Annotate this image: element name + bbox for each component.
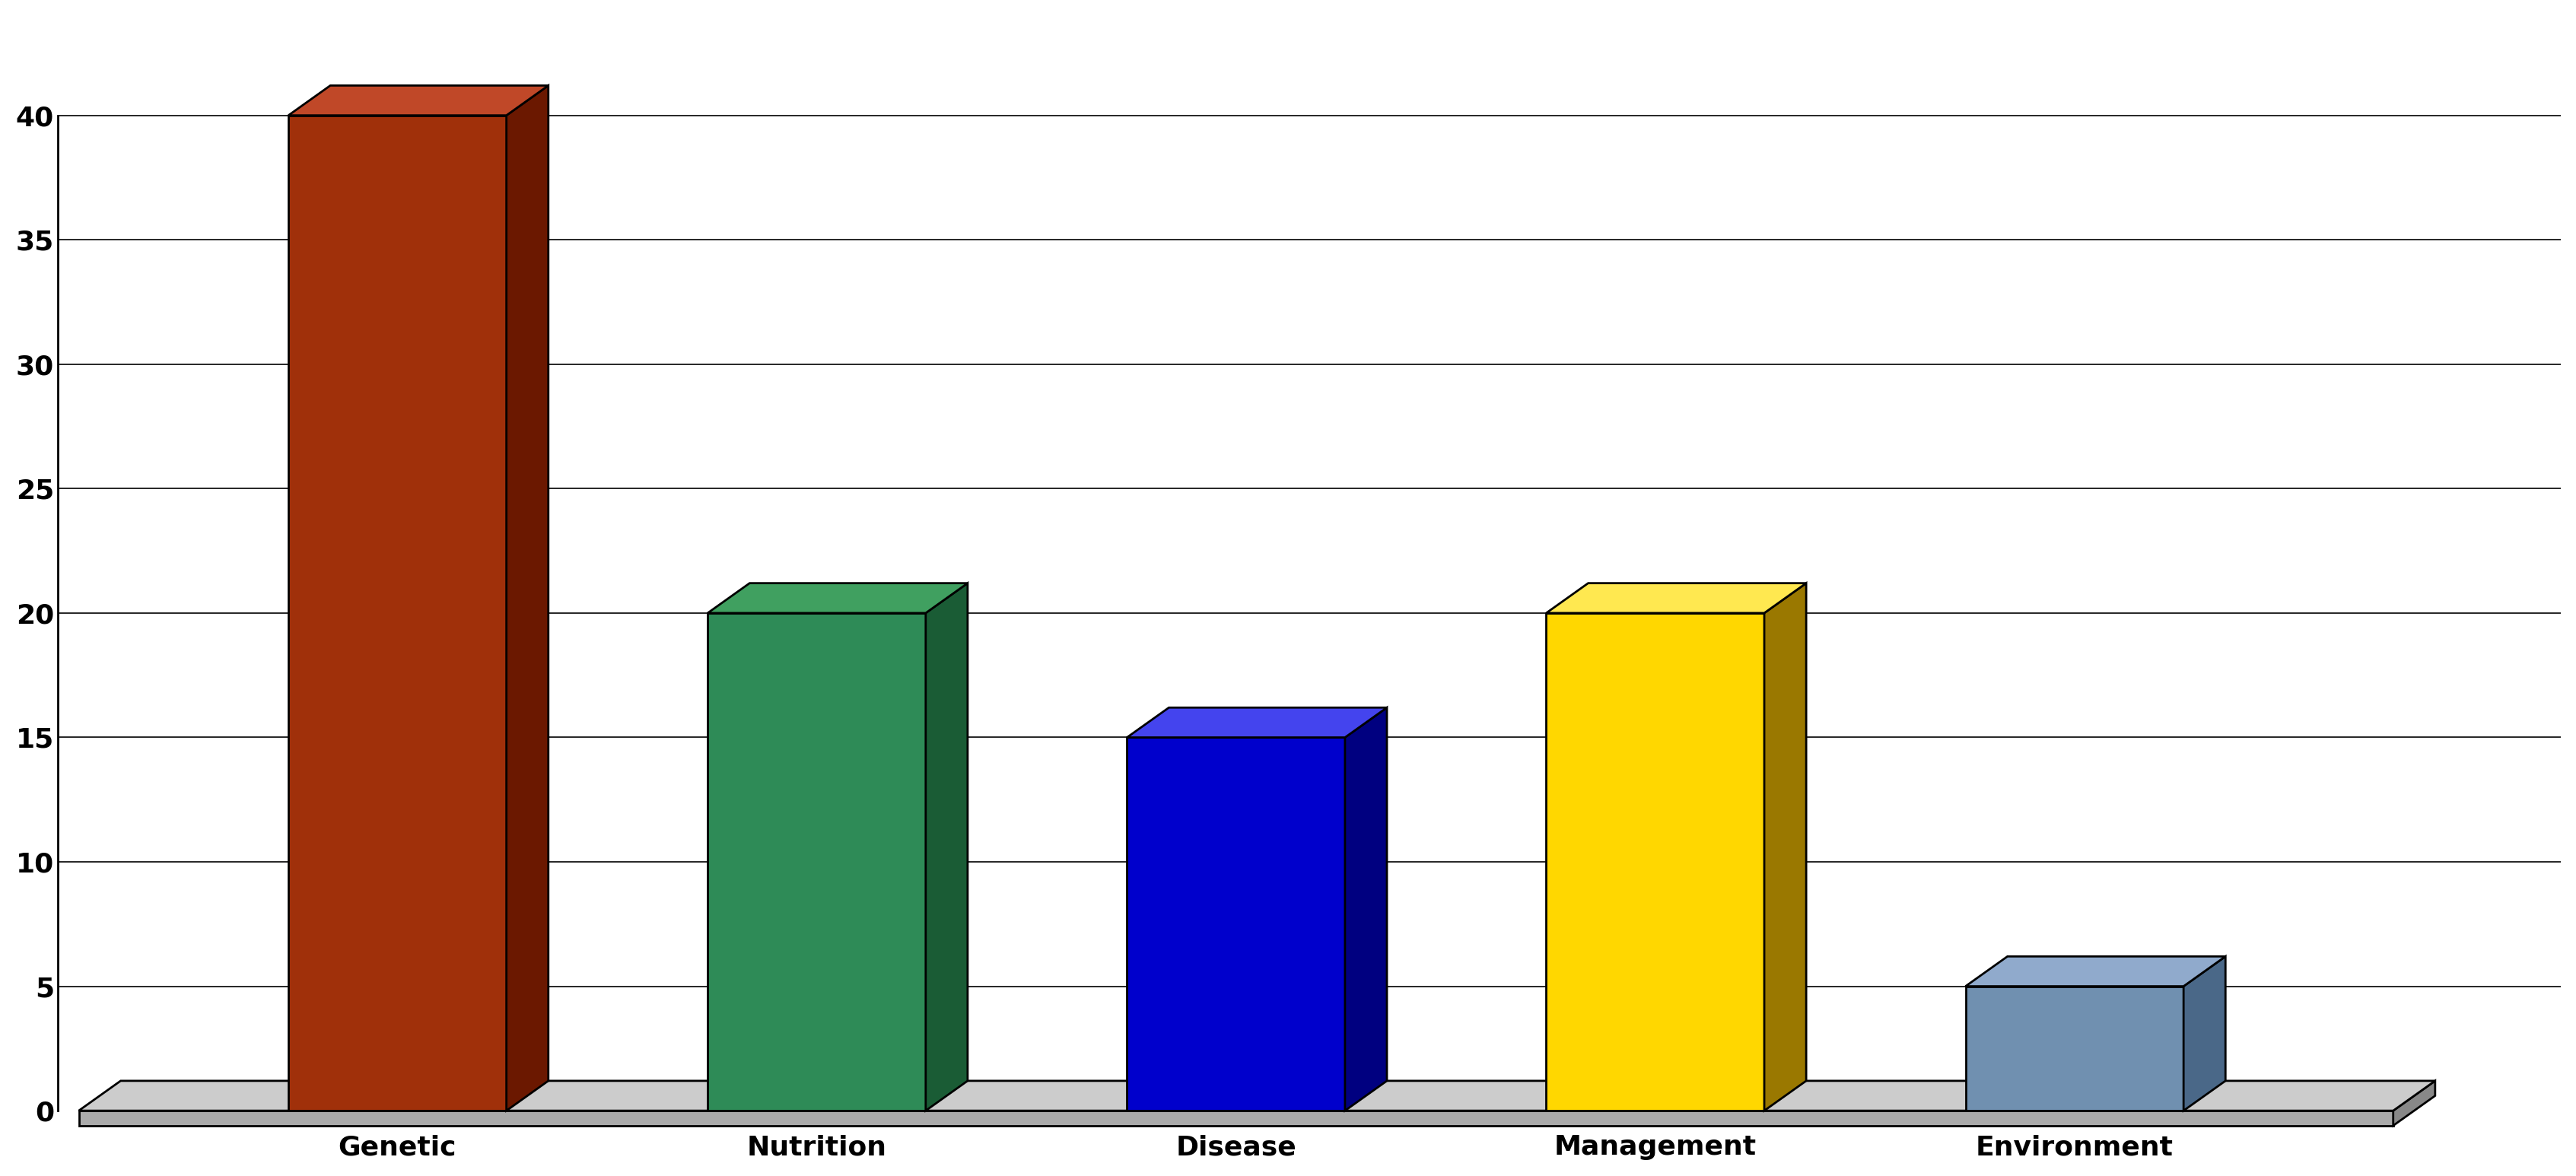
Polygon shape bbox=[708, 613, 925, 1110]
Polygon shape bbox=[80, 1081, 2434, 1110]
Polygon shape bbox=[289, 86, 549, 115]
Polygon shape bbox=[289, 115, 507, 1110]
Polygon shape bbox=[925, 583, 969, 1110]
Polygon shape bbox=[1965, 956, 2226, 987]
Polygon shape bbox=[1546, 583, 1806, 613]
Polygon shape bbox=[1126, 737, 1345, 1110]
Polygon shape bbox=[507, 86, 549, 1110]
Polygon shape bbox=[2182, 956, 2226, 1110]
Polygon shape bbox=[1546, 613, 1765, 1110]
Polygon shape bbox=[1345, 708, 1386, 1110]
Polygon shape bbox=[1126, 708, 1386, 737]
Polygon shape bbox=[80, 1110, 2393, 1125]
Polygon shape bbox=[1965, 987, 2182, 1110]
Polygon shape bbox=[708, 583, 969, 613]
Polygon shape bbox=[1765, 583, 1806, 1110]
Polygon shape bbox=[2393, 1081, 2434, 1125]
